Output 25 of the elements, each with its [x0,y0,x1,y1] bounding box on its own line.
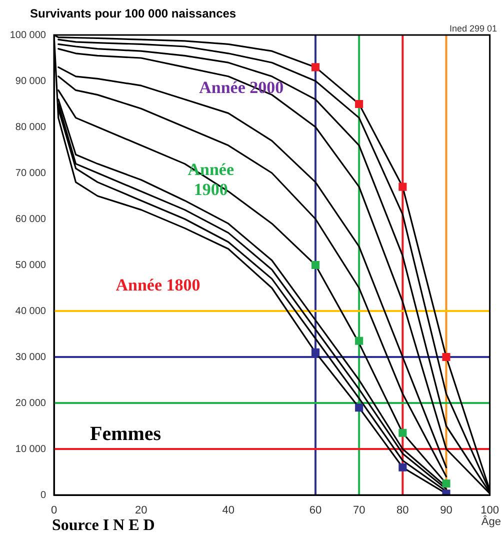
y-tick-label: 40 000 [15,306,46,317]
y-tick-label: 30 000 [15,352,46,363]
x-tick-label: 60 [309,504,322,517]
x-tick-label: 90 [440,504,452,517]
y-tick-label: 10 000 [15,444,46,455]
x-tick-label: 80 [396,504,409,517]
y-tick-label: 20 000 [15,398,46,409]
x-tick-label: 0 [50,504,58,517]
source-note: Source I N E D [52,517,155,534]
x-axis-title: Âge [481,515,501,528]
y-tick-label: 90 000 [15,76,46,87]
annotation: Année 2000 [198,78,285,98]
y-tick-label: 0 [40,490,46,501]
x-tick-label: 70 [352,504,366,517]
y-tick-label: 100 000 [10,30,46,41]
annotation: Femmes [90,423,162,446]
y-tick-label: 70 000 [15,168,46,179]
y-tick-label: 50 000 [15,260,46,271]
x-tick-label: 20 [135,504,148,517]
y-tick-label: 80 000 [15,122,46,133]
text: Ined 299 01 [449,23,497,34]
x-tick-label: 40 [222,504,234,517]
chart-title: Survivants pour 100 000 naissances [30,6,236,20]
y-tick-label: 60 000 [15,214,46,225]
annotation: Année 1800 [116,275,200,294]
